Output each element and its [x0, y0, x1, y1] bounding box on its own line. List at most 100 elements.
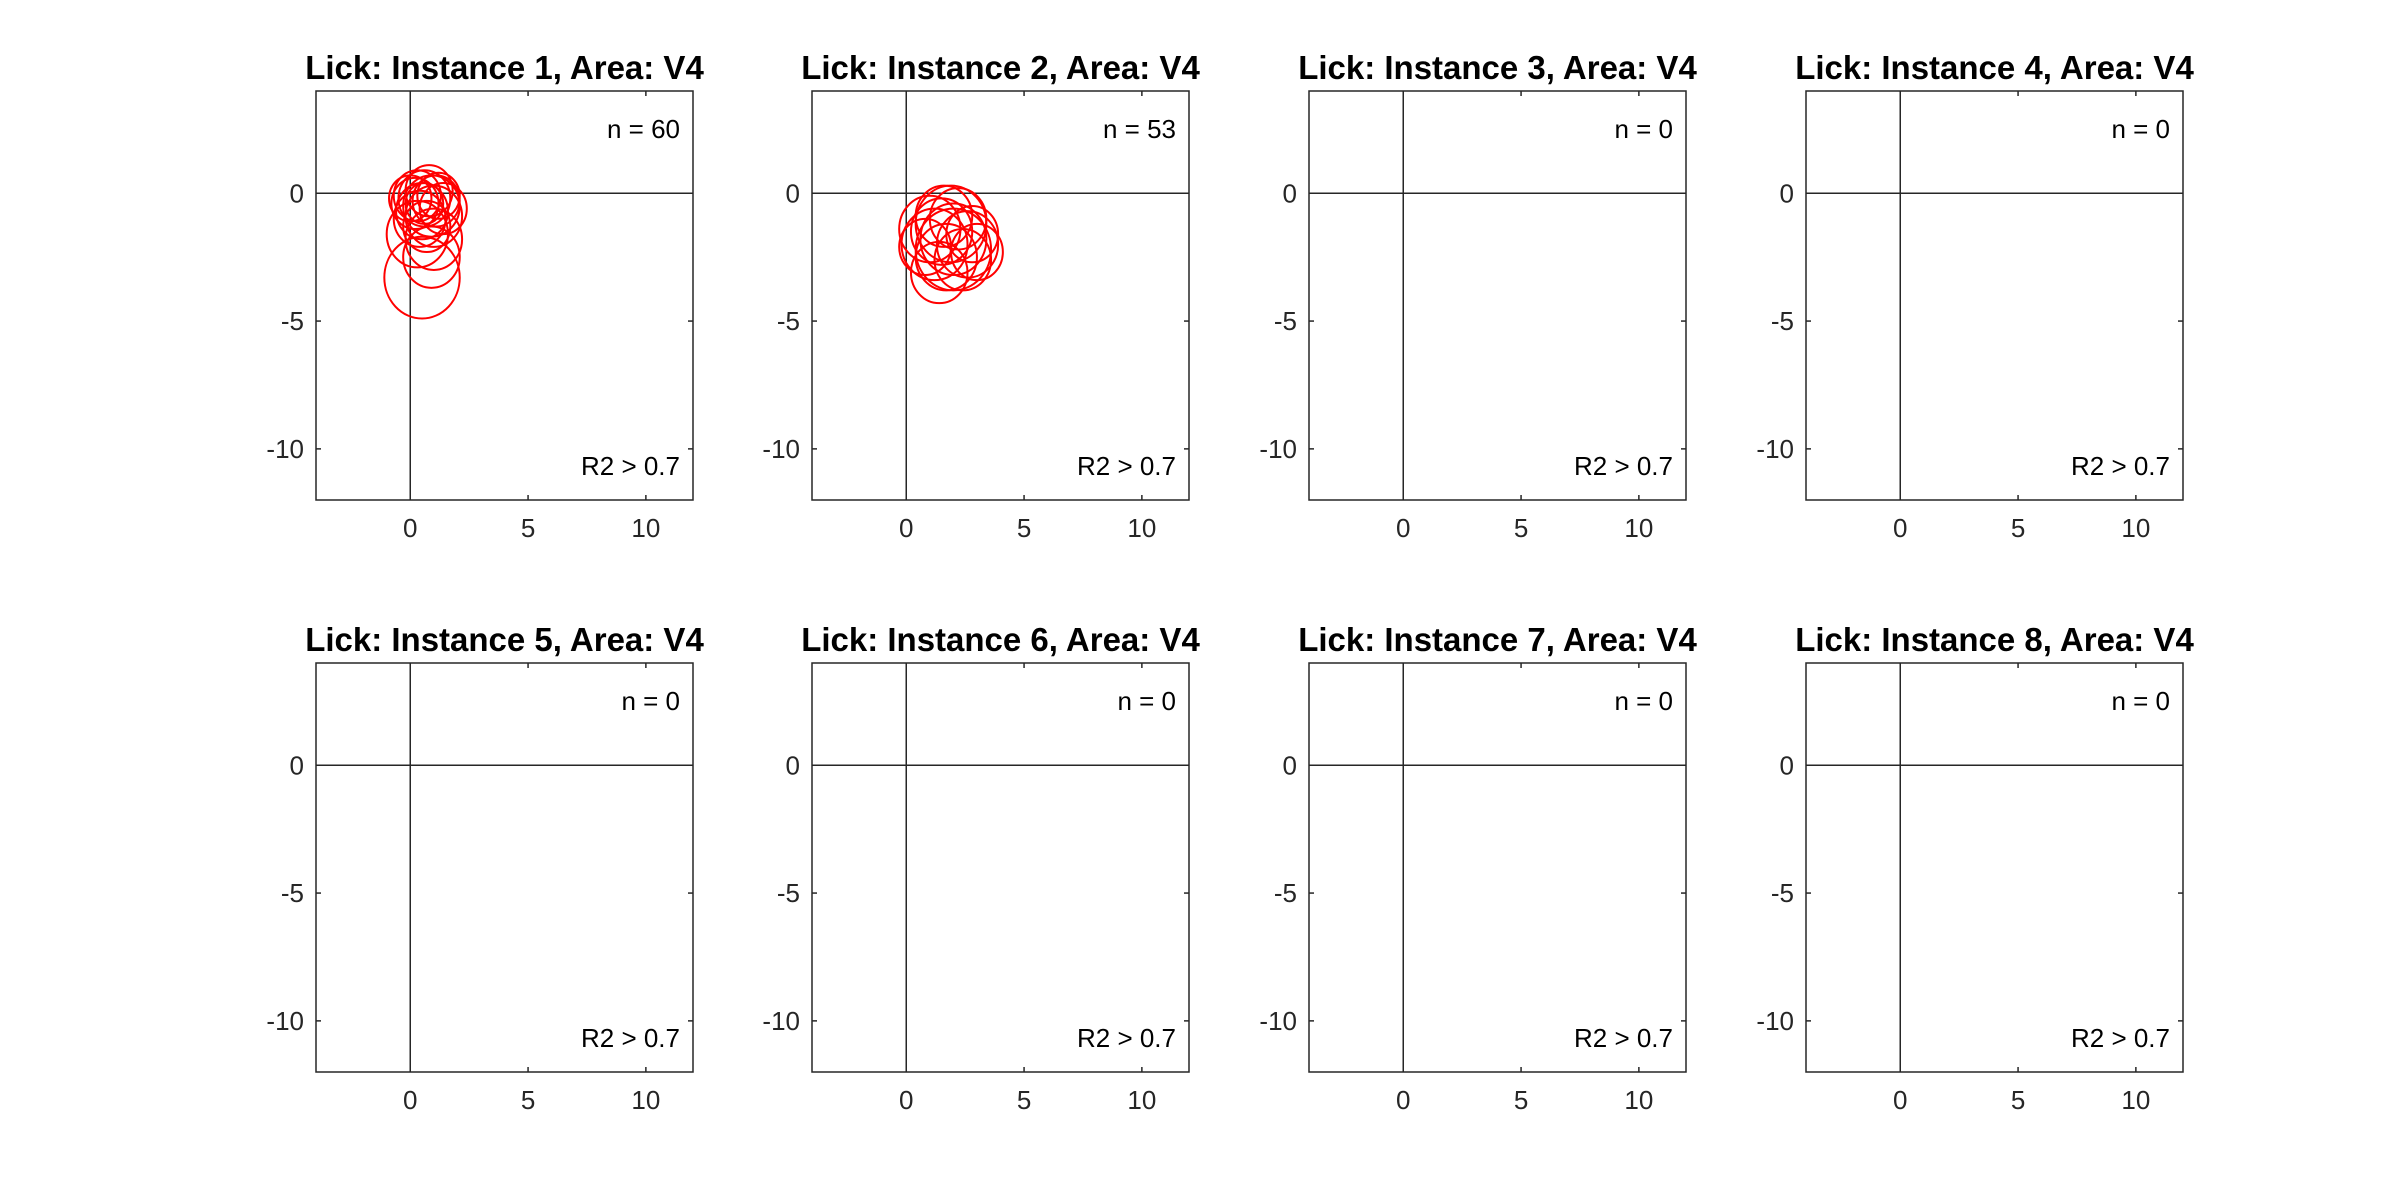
- chart-3-r2-threshold: R2 > 0.7: [1574, 451, 1673, 481]
- chart-5-xtick-label-2: 5: [521, 1085, 535, 1115]
- chart-1-xtick-label-1: 0: [403, 513, 417, 543]
- chart-5-xtick-label-1: 0: [403, 1085, 417, 1115]
- chart-8-panel: Lick: Instance 8, Area: V4 0 5 10 -10 -5 0 n = …: [1756, 621, 2194, 1115]
- chart-1-circle-16: [383, 235, 461, 320]
- chart-7-ytick-label-2: -5: [1274, 878, 1297, 908]
- chart-7-xtick-label-3: 10: [1624, 1085, 1653, 1115]
- chart-8-xtick-label-2: 5: [2011, 1085, 2025, 1115]
- chart-8-ytick-label-1: -10: [1756, 1006, 1794, 1036]
- chart-3-xtick-label-1: 0: [1396, 513, 1410, 543]
- chart-6-xtick-label-1: 0: [899, 1085, 913, 1115]
- chart-4-panel: Lick: Instance 4, Area: V4 0 5 10 -10 -5 0 n = …: [1756, 49, 2194, 543]
- chart-8-axes-box: [1805, 662, 2184, 1073]
- chart-2-circle-11: [909, 240, 969, 305]
- chart-1-ytick-label-1: -10: [266, 434, 304, 464]
- chart-8-xtick-label-3: 10: [2121, 1085, 2150, 1115]
- chart-2-circle-15: [914, 184, 974, 248]
- chart-1-circle-17: [404, 182, 445, 225]
- chart-6-ytick-label-1: -10: [762, 1006, 800, 1036]
- chart-8-xtick-label-1: 0: [1893, 1085, 1907, 1115]
- chart-4-axes-box: [1805, 90, 2184, 501]
- chart-1-circle-14: [404, 207, 464, 271]
- chart-1-xtick-label-2: 5: [521, 513, 535, 543]
- chart-4-xtick-label-3: 10: [2121, 513, 2150, 543]
- chart-7-xtick-label-1: 0: [1396, 1085, 1410, 1115]
- chart-3-xtick-label-3: 10: [1624, 513, 1653, 543]
- chart-6-axes-box: [811, 662, 1190, 1073]
- chart-1-circle-18: [416, 171, 461, 220]
- chart-3-title: Lick: Instance 3, Area: V4: [1298, 49, 1697, 86]
- chart-5-axes-box: [315, 662, 694, 1073]
- chart-8-ytick-label-3: 0: [1780, 750, 1794, 780]
- chart-6-n-count: n = 0: [1117, 686, 1176, 716]
- chart-6-title: Lick: Instance 6, Area: V4: [801, 621, 1200, 658]
- chart-5-title: Lick: Instance 5, Area: V4: [305, 621, 704, 658]
- chart-4-ytick-label-2: -5: [1771, 306, 1794, 336]
- chart-4-ytick-label-1: -10: [1756, 434, 1794, 464]
- chart-5-panel: Lick: Instance 5, Area: V4 0 5 10 -10 -5 0 n = …: [266, 621, 704, 1115]
- chart-8-ytick-label-2: -5: [1771, 878, 1794, 908]
- chart-4-r2-threshold: R2 > 0.7: [2071, 451, 2170, 481]
- chart-3-n-count: n = 0: [1614, 114, 1673, 144]
- chart-2-ytick-label-1: -10: [762, 434, 800, 464]
- chart-2-xtick-label-2: 5: [1017, 513, 1031, 543]
- chart-3-axes-box: [1308, 90, 1687, 501]
- chart-2-ytick-label-2: -5: [777, 306, 800, 336]
- chart-6-xtick-label-2: 5: [1017, 1085, 1031, 1115]
- chart-7-ytick-label-1: -10: [1259, 1006, 1297, 1036]
- chart-1-circle-15: [402, 225, 461, 289]
- chart-8-n-count: n = 0: [2111, 686, 2170, 716]
- chart-2-r2-threshold: R2 > 0.7: [1077, 451, 1176, 481]
- chart-6-panel: Lick: Instance 6, Area: V4 0 5 10 -10 -5 0 n = …: [762, 621, 1200, 1115]
- chart-4-n-count: n = 0: [2111, 114, 2170, 144]
- chart-7-title: Lick: Instance 7, Area: V4: [1298, 621, 1697, 658]
- chart-6-xtick-label-3: 10: [1127, 1085, 1156, 1115]
- chart-7-ytick-label-3: 0: [1283, 750, 1297, 780]
- chart-7-r2-threshold: R2 > 0.7: [1574, 1023, 1673, 1053]
- chart-6-ytick-label-3: 0: [786, 750, 800, 780]
- chart-1-n-count: n = 60: [607, 114, 680, 144]
- chart-3-ytick-label-3: 0: [1283, 178, 1297, 208]
- chart-2-axes-box: [811, 90, 1190, 501]
- chart-6-r2-threshold: R2 > 0.7: [1077, 1023, 1176, 1053]
- chart-2-circle-12: [914, 207, 993, 292]
- chart-5-n-count: n = 0: [621, 686, 680, 716]
- chart-7-panel: Lick: Instance 7, Area: V4 0 5 10 -10 -5 0 n = …: [1259, 621, 1697, 1115]
- chart-3-ytick-label-2: -5: [1274, 306, 1297, 336]
- chart-8-title: Lick: Instance 8, Area: V4: [1795, 621, 2194, 658]
- chart-2-xtick-label-1: 0: [899, 513, 913, 543]
- chart-1-circles: [383, 164, 468, 320]
- chart-1-ytick-label-2: -5: [281, 306, 304, 336]
- chart-4-ytick-label-3: 0: [1780, 178, 1794, 208]
- chart-3-xtick-label-2: 5: [1514, 513, 1528, 543]
- chart-1-panel: Lick: Instance 1, Area: V4 0 5 10 -10 -5 0 n = …: [266, 49, 704, 543]
- chart-7-axes-box: [1308, 662, 1687, 1073]
- chart-1-r2-threshold: R2 > 0.7: [581, 451, 680, 481]
- chart-2-n-count: n = 53: [1103, 114, 1176, 144]
- chart-4-title: Lick: Instance 4, Area: V4: [1795, 49, 2194, 86]
- chart-6-ytick-label-2: -5: [777, 878, 800, 908]
- chart-5-xtick-label-3: 10: [631, 1085, 660, 1115]
- chart-7-n-count: n = 0: [1614, 686, 1673, 716]
- chart-2-xtick-label-3: 10: [1127, 513, 1156, 543]
- chart-5-r2-threshold: R2 > 0.7: [581, 1023, 680, 1053]
- chart-4-xtick-label-2: 5: [2011, 513, 2025, 543]
- chart-7-xtick-label-2: 5: [1514, 1085, 1528, 1115]
- chart-2-panel: Lick: Instance 2, Area: V4 0 5 10 -10 -5 0 n = …: [762, 49, 1200, 543]
- chart-1-circle-12: [402, 199, 452, 254]
- chart-2-circles: [898, 184, 1004, 305]
- chart-2-ytick-label-3: 0: [786, 178, 800, 208]
- chart-3-ytick-label-1: -10: [1259, 434, 1297, 464]
- chart-1-axes-box: [315, 90, 694, 501]
- chart-1-title: Lick: Instance 1, Area: V4: [305, 49, 704, 86]
- chart-1-ytick-label-3: 0: [290, 178, 304, 208]
- chart-3-panel: Lick: Instance 3, Area: V4 0 5 10 -10 -5 0 n = …: [1259, 49, 1697, 543]
- chart-5-ytick-label-2: -5: [281, 878, 304, 908]
- chart-8-r2-threshold: R2 > 0.7: [2071, 1023, 2170, 1053]
- chart-5-ytick-label-1: -10: [266, 1006, 304, 1036]
- chart-5-ytick-label-3: 0: [290, 750, 304, 780]
- chart-2-title: Lick: Instance 2, Area: V4: [801, 49, 1200, 86]
- chart-4-xtick-label-1: 0: [1893, 513, 1907, 543]
- chart-1-xtick-label-3: 10: [631, 513, 660, 543]
